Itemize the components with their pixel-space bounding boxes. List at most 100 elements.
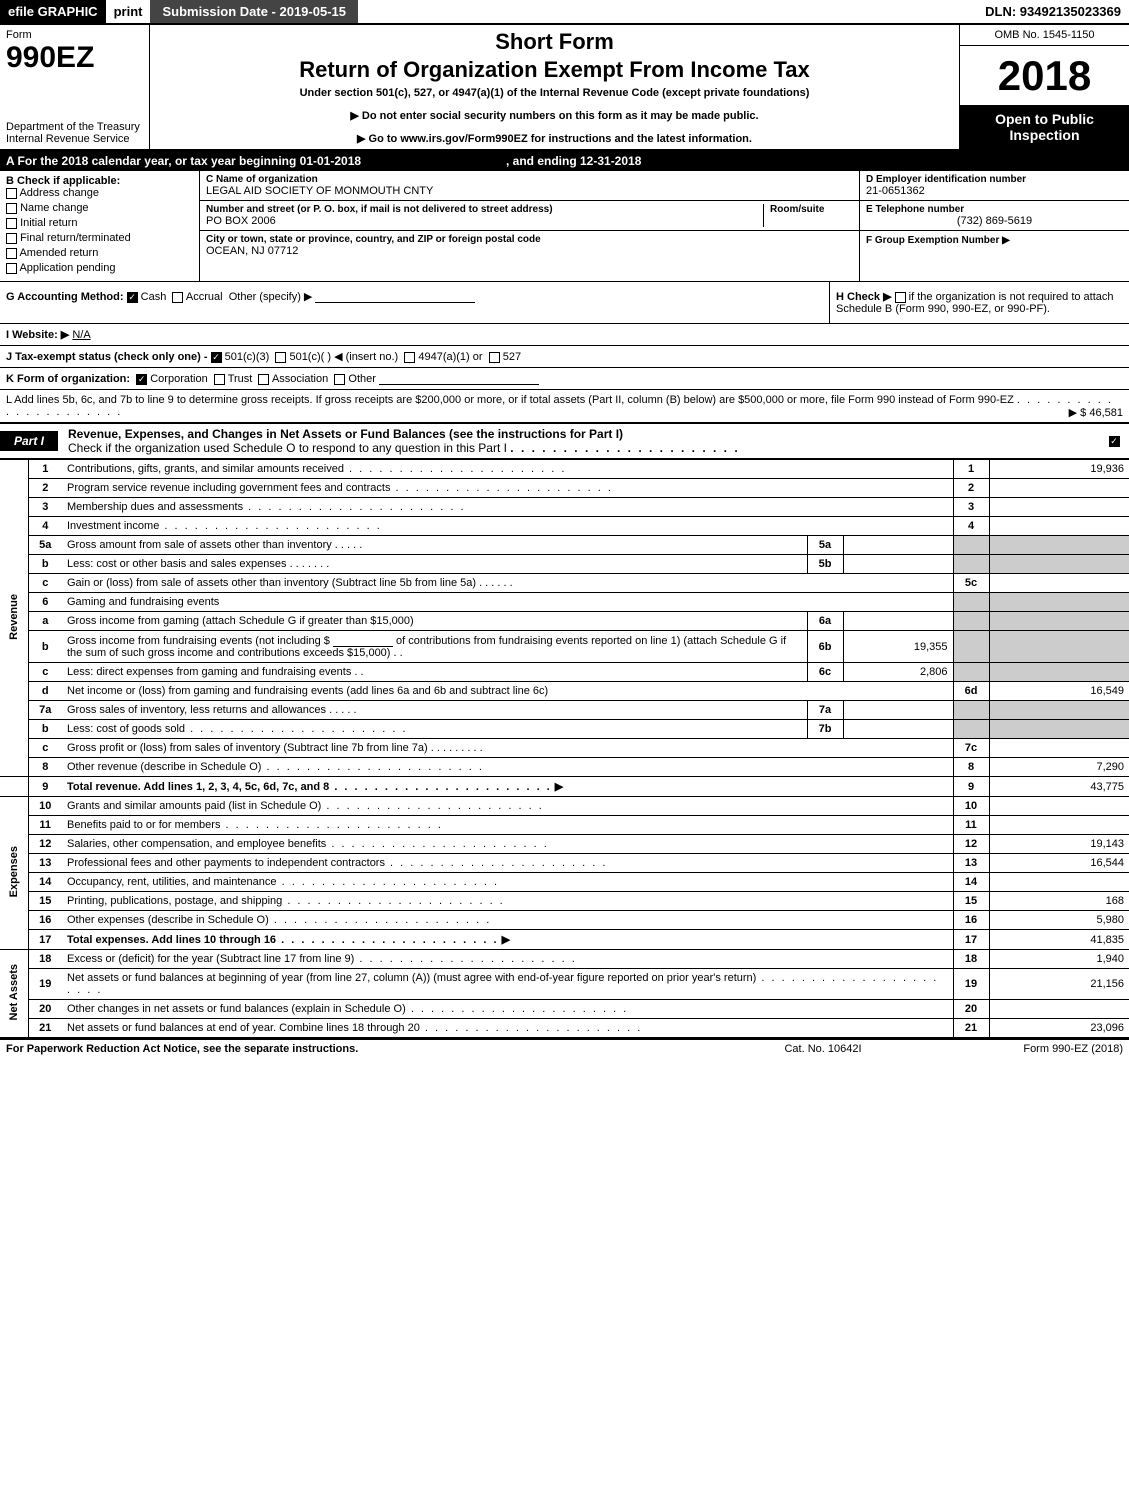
h-checkbox[interactable]: [895, 292, 906, 303]
chk-final-return[interactable]: Final return/terminated: [6, 232, 193, 244]
j-501c3-checkbox[interactable]: ✓: [211, 352, 222, 363]
group-exemption-label: F Group Exemption Number ▶: [866, 235, 1010, 246]
line-1: Revenue 1 Contributions, gifts, grants, …: [0, 460, 1129, 479]
l6b-amt-grey: [989, 631, 1129, 663]
l6c-no: c: [28, 663, 62, 682]
l11-desc: Benefits paid to or for members: [62, 816, 953, 835]
form-number: 990EZ: [6, 41, 143, 75]
box-j: J Tax-exempt status (check only one) - ✓…: [0, 346, 1129, 368]
efile-label: efile GRAPHIC: [0, 0, 106, 23]
chk-amended-return[interactable]: Amended return: [6, 247, 193, 259]
chk-name-change[interactable]: Name change: [6, 202, 193, 214]
box-h: H Check ▶ if the organization is not req…: [829, 282, 1129, 323]
l7b-no: b: [28, 720, 62, 739]
l5c-desc: Gain or (loss) from sale of assets other…: [62, 574, 953, 593]
title-return: Return of Organization Exempt From Incom…: [160, 57, 949, 83]
line-7b: b Less: cost of goods sold 7b: [0, 720, 1129, 739]
box-i: I Website: ▶ N/A: [0, 324, 1129, 346]
org-name-label: C Name of organization: [206, 174, 853, 185]
k-other-line[interactable]: [379, 372, 539, 385]
l5a-subval: [843, 536, 953, 555]
l8-num: 8: [953, 758, 989, 777]
l12-num: 12: [953, 835, 989, 854]
j-4947-checkbox[interactable]: [404, 352, 415, 363]
l15-num: 15: [953, 892, 989, 911]
l3-amount: [989, 498, 1129, 517]
chk-address-change[interactable]: Address change: [6, 187, 193, 199]
l6-desc: Gaming and fundraising events: [62, 593, 953, 612]
cash-checkbox[interactable]: ✓: [127, 292, 138, 303]
l5a-sub: 5a: [807, 536, 843, 555]
l13-amount: 16,544: [989, 854, 1129, 873]
l19-num: 19: [953, 969, 989, 1000]
l6b-blank: [333, 634, 393, 647]
warning-ssn: ▶ Do not enter social security numbers o…: [160, 109, 949, 122]
l12-no: 12: [28, 835, 62, 854]
l6c-amt-grey: [989, 663, 1129, 682]
j-527-label: 527: [503, 351, 521, 363]
goto-link[interactable]: ▶ Go to www.irs.gov/Form990EZ for instru…: [160, 132, 949, 145]
l13-no: 13: [28, 854, 62, 873]
l5b-num-grey: [953, 555, 989, 574]
l7b-sub: 7b: [807, 720, 843, 739]
l6c-subval: 2,806: [843, 663, 953, 682]
k-association-checkbox[interactable]: [258, 374, 269, 385]
l20-amount: [989, 1000, 1129, 1019]
line-9: 9 Total revenue. Add lines 1, 2, 3, 4, 5…: [0, 777, 1129, 797]
l6c-sub: 6c: [807, 663, 843, 682]
accrual-checkbox[interactable]: [172, 292, 183, 303]
tax-year-end: , and ending 12-31-2018: [506, 154, 641, 168]
part1-header: Part I Revenue, Expenses, and Changes in…: [0, 423, 1129, 459]
l1-amount: 19,936: [989, 460, 1129, 479]
k-other-checkbox[interactable]: [334, 374, 345, 385]
print-label[interactable]: print: [106, 0, 151, 23]
l4-num: 4: [953, 517, 989, 536]
l1-desc: Contributions, gifts, grants, and simila…: [62, 460, 953, 479]
k-trust-checkbox[interactable]: [214, 374, 225, 385]
chk-final-return-label: Final return/terminated: [20, 232, 131, 244]
l9-amount: 43,775: [989, 777, 1129, 797]
l6a-sub: 6a: [807, 612, 843, 631]
l6b-subval: 19,355: [843, 631, 953, 663]
part1-checkbox[interactable]: ✓: [1099, 434, 1129, 448]
line-12: 12 Salaries, other compensation, and emp…: [0, 835, 1129, 854]
part1-title: Revenue, Expenses, and Changes in Net As…: [58, 424, 1099, 458]
line-5c: c Gain or (loss) from sale of assets oth…: [0, 574, 1129, 593]
l18-num: 18: [953, 950, 989, 969]
l10-num: 10: [953, 797, 989, 816]
k-corporation-label: Corporation: [150, 373, 207, 385]
chk-initial-return-label: Initial return: [20, 217, 77, 229]
footer: For Paperwork Reduction Act Notice, see …: [0, 1038, 1129, 1058]
box-b: B Check if applicable: Address change Na…: [0, 171, 200, 281]
l14-amount: [989, 873, 1129, 892]
l7a-amt-grey: [989, 701, 1129, 720]
l20-num: 20: [953, 1000, 989, 1019]
ein-value: 21-0651362: [866, 185, 1123, 197]
title-short-form: Short Form: [160, 29, 949, 55]
k-corporation-checkbox[interactable]: ✓: [136, 374, 147, 385]
l7b-subval: [843, 720, 953, 739]
l6a-subval: [843, 612, 953, 631]
cash-label: Cash: [141, 291, 167, 303]
l6d-num: 6d: [953, 682, 989, 701]
l16-no: 16: [28, 911, 62, 930]
l21-no: 21: [28, 1019, 62, 1038]
k-other-label: Other: [348, 373, 376, 385]
k-label: K Form of organization:: [6, 373, 130, 385]
l5b-no: b: [28, 555, 62, 574]
other-specify-line[interactable]: [315, 290, 475, 303]
j-501c-checkbox[interactable]: [275, 352, 286, 363]
j-527-checkbox[interactable]: [489, 352, 500, 363]
form-header: Form 990EZ Department of the Treasury In…: [0, 25, 1129, 151]
l13-num: 13: [953, 854, 989, 873]
box-c: C Name of organization LEGAL AID SOCIETY…: [200, 171, 859, 281]
line-6: 6 Gaming and fundraising events: [0, 593, 1129, 612]
line-5a: 5a Gross amount from sale of assets othe…: [0, 536, 1129, 555]
line-7a: 7a Gross sales of inventory, less return…: [0, 701, 1129, 720]
l6b-sub: 6b: [807, 631, 843, 663]
chk-initial-return[interactable]: Initial return: [6, 217, 193, 229]
l14-num: 14: [953, 873, 989, 892]
chk-application-pending[interactable]: Application pending: [6, 262, 193, 274]
l4-amount: [989, 517, 1129, 536]
k-trust-label: Trust: [228, 373, 253, 385]
